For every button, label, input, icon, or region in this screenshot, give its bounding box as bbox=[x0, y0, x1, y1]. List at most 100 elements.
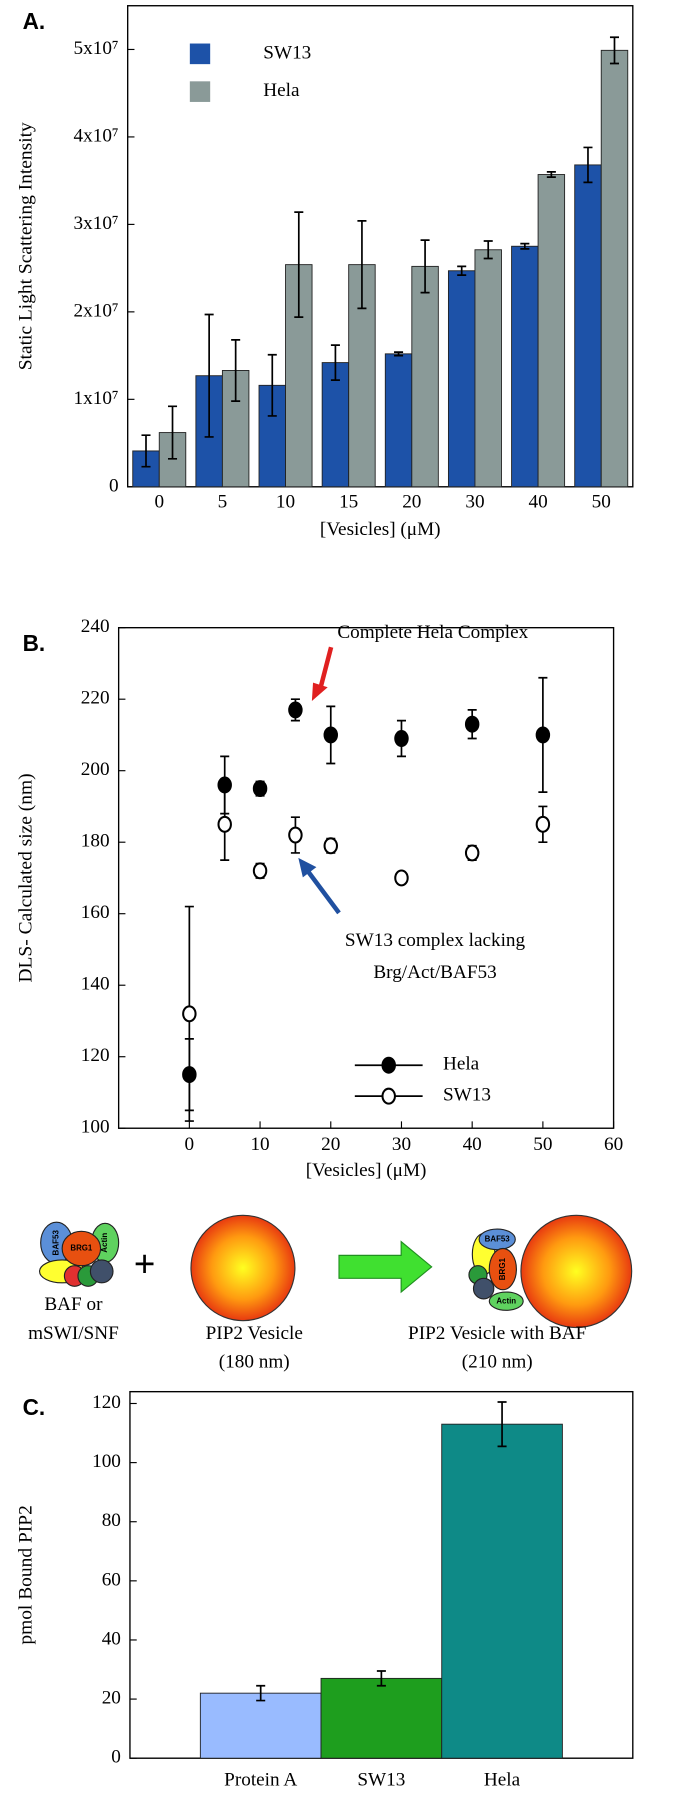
y-tick-label: 200 bbox=[81, 759, 110, 780]
y-axis-label: DLS- Calculated size (nm) bbox=[16, 773, 37, 982]
y-tick-label: 2x10⁷ bbox=[74, 300, 119, 321]
x-tick-label: 30 bbox=[392, 1134, 411, 1155]
caption: (180 nm) bbox=[219, 1351, 290, 1372]
y-tick-label: 20 bbox=[102, 1687, 121, 1708]
subunit bbox=[89, 1259, 114, 1284]
arrow bbox=[317, 646, 334, 692]
y-tick-label: 120 bbox=[92, 1392, 121, 1413]
x-tick-label: 0 bbox=[154, 491, 164, 512]
arrow bbox=[305, 869, 341, 915]
vesicle bbox=[190, 1214, 296, 1322]
error-bar bbox=[457, 265, 467, 276]
error-bar bbox=[256, 1684, 266, 1702]
point bbox=[464, 844, 480, 862]
y-tick-label: 0 bbox=[109, 475, 119, 496]
y-tick-label: 120 bbox=[81, 1045, 110, 1066]
annotation: Brg/Act/BAF53 bbox=[373, 962, 496, 983]
legend-label: Hela bbox=[443, 1054, 480, 1075]
x-tick-label: 15 bbox=[339, 491, 358, 512]
panel-label: A. bbox=[23, 8, 46, 34]
subunit-label: BRG1 bbox=[70, 1244, 93, 1253]
bar bbox=[384, 353, 413, 488]
error-bar bbox=[420, 239, 430, 294]
arrow bbox=[338, 1240, 433, 1294]
legend-label: SW13 bbox=[443, 1085, 491, 1106]
x-axis-label: [Vesicles] (μM) bbox=[320, 519, 441, 540]
point bbox=[535, 815, 551, 833]
arrow-head bbox=[311, 682, 328, 701]
error-bar bbox=[357, 220, 367, 310]
y-tick-label: 3x10⁷ bbox=[74, 213, 119, 234]
y-axis-label: pmol Bound PIP2 bbox=[16, 1505, 37, 1644]
plot-frame bbox=[117, 626, 615, 1129]
y-tick-label: 100 bbox=[92, 1451, 121, 1472]
error-bar bbox=[394, 351, 404, 357]
error-bar bbox=[520, 242, 530, 250]
bar bbox=[537, 174, 566, 488]
y-tick-label: 60 bbox=[102, 1569, 121, 1590]
point bbox=[323, 726, 338, 744]
subunit bbox=[472, 1277, 495, 1300]
error-bar bbox=[204, 313, 214, 438]
legend-swatch bbox=[189, 81, 211, 102]
x-tick-label: 50 bbox=[592, 491, 611, 512]
subunit-label: Actin bbox=[100, 1233, 109, 1253]
point bbox=[217, 815, 232, 833]
error-bar bbox=[294, 211, 304, 318]
annotation: SW13 complex lacking bbox=[345, 930, 526, 951]
subunit-label: BAF53 bbox=[52, 1230, 61, 1256]
error-bar bbox=[609, 36, 620, 65]
subunit-label: Actin bbox=[496, 1296, 516, 1305]
subunit bbox=[488, 1291, 524, 1311]
x-tick-label: 5 bbox=[218, 491, 228, 512]
point bbox=[252, 862, 268, 880]
error-bar bbox=[231, 338, 241, 402]
x-tick-label: Hela bbox=[484, 1769, 521, 1790]
y-tick-label: 180 bbox=[81, 831, 110, 852]
error-bar bbox=[376, 1670, 386, 1687]
bar bbox=[199, 1692, 322, 1759]
point bbox=[464, 715, 480, 733]
error-bar bbox=[546, 171, 556, 179]
x-tick-label: 50 bbox=[533, 1134, 552, 1155]
caption: PIP2 Vesicle with BAF bbox=[408, 1323, 587, 1344]
caption: (210 nm) bbox=[462, 1351, 533, 1372]
point bbox=[288, 826, 303, 844]
y-tick-label: 4x10⁷ bbox=[74, 125, 119, 146]
error-bar bbox=[167, 405, 178, 460]
diagram: BAF53 BRG1 Actin + BAF or mSWI/SNF PIP2 … bbox=[28, 1214, 633, 1373]
y-tick-label: 5x10⁷ bbox=[74, 38, 119, 59]
y-tick-label: 140 bbox=[81, 974, 110, 995]
panel-label: C. bbox=[23, 1394, 46, 1420]
y-tick-label: 160 bbox=[81, 902, 110, 923]
bar bbox=[441, 1423, 563, 1759]
x-axis-label: [Vesicles] (μM) bbox=[306, 1160, 427, 1181]
bar bbox=[132, 450, 160, 488]
x-tick-label: 10 bbox=[276, 491, 295, 512]
point bbox=[535, 726, 551, 744]
x-tick-label: 40 bbox=[528, 491, 547, 512]
bar bbox=[511, 245, 539, 488]
legend-marker bbox=[381, 1087, 396, 1105]
subunit-label: BRG1 bbox=[498, 1257, 507, 1280]
x-tick-label: 60 bbox=[604, 1134, 623, 1155]
point bbox=[288, 701, 303, 719]
arrow-head bbox=[298, 857, 317, 878]
bar bbox=[447, 270, 476, 488]
y-tick-label: 80 bbox=[102, 1510, 121, 1531]
bar bbox=[321, 362, 350, 488]
bar bbox=[411, 265, 439, 488]
y-tick-label: 1x10⁷ bbox=[74, 388, 119, 409]
y-tick-label: 0 bbox=[111, 1747, 121, 1768]
plus: + bbox=[134, 1244, 156, 1286]
error-bar bbox=[483, 240, 493, 260]
point bbox=[394, 869, 409, 887]
point bbox=[394, 730, 409, 747]
legend-label: SW13 bbox=[263, 42, 311, 63]
legend-swatch bbox=[189, 43, 211, 65]
subunit bbox=[488, 1247, 517, 1291]
vesicle bbox=[520, 1214, 633, 1329]
error-bar bbox=[583, 146, 593, 184]
